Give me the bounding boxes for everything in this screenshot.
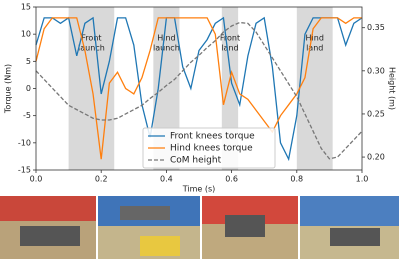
y-axis-label: Torque (Nm) — [4, 64, 13, 114]
shaded-region — [296, 7, 333, 170]
y-tick-label: 0 — [26, 84, 31, 93]
photo-part — [20, 226, 80, 246]
x-tick-label: 0.4 — [160, 175, 173, 184]
y2-tick-label: 0.30 — [367, 66, 385, 75]
region-label: launch — [78, 44, 105, 53]
photo-part — [120, 206, 170, 220]
x-axis-label: Time (s) — [182, 185, 216, 194]
region-label: launch — [153, 44, 180, 53]
y2-tick-label: 0.25 — [367, 109, 385, 118]
x-tick-label: 0.0 — [30, 175, 43, 184]
y-tick-label: -15 — [18, 166, 31, 175]
legend-label: CoM height — [170, 156, 222, 166]
region-label: Hind — [306, 34, 324, 43]
legend-box — [142, 127, 276, 169]
photo-strip — [0, 196, 399, 259]
y2-axis-label: Height (m) — [388, 67, 397, 110]
line-series — [35, 17, 362, 160]
photo-part — [0, 196, 96, 221]
photo-part — [330, 228, 380, 246]
line-series — [35, 16, 363, 162]
region-label: land — [221, 44, 238, 53]
legend-label: Front knees torque — [170, 132, 255, 142]
y-tick-label: 10 — [21, 30, 31, 39]
y-tick-label: 15 — [21, 3, 31, 12]
x-tick-label: 0.2 — [95, 175, 108, 184]
region-label: Front — [81, 34, 101, 43]
y-tick-label: -10 — [18, 138, 31, 147]
x-tick-label: 1.0 — [356, 175, 369, 184]
photo-part — [140, 236, 180, 256]
photo-part — [300, 196, 399, 226]
y2-tick-label: 0.20 — [367, 153, 385, 162]
x-tick-label: 0.6 — [225, 175, 238, 184]
region-label: Front — [220, 34, 240, 43]
region-label: Hind — [157, 34, 175, 43]
y-tick-label: 5 — [26, 57, 31, 66]
legend-label: Hind knees torque — [170, 144, 253, 154]
x-tick-label: 0.8 — [290, 175, 303, 184]
y2-tick-label: 0.35 — [367, 23, 385, 32]
y-tick-label: -5 — [23, 111, 31, 120]
line-series — [35, 21, 363, 160]
region-label: land — [306, 44, 323, 53]
plot: FrontlaunchHindlaunchFrontlandHindland0.… — [4, 3, 397, 194]
photo-part — [225, 215, 265, 237]
